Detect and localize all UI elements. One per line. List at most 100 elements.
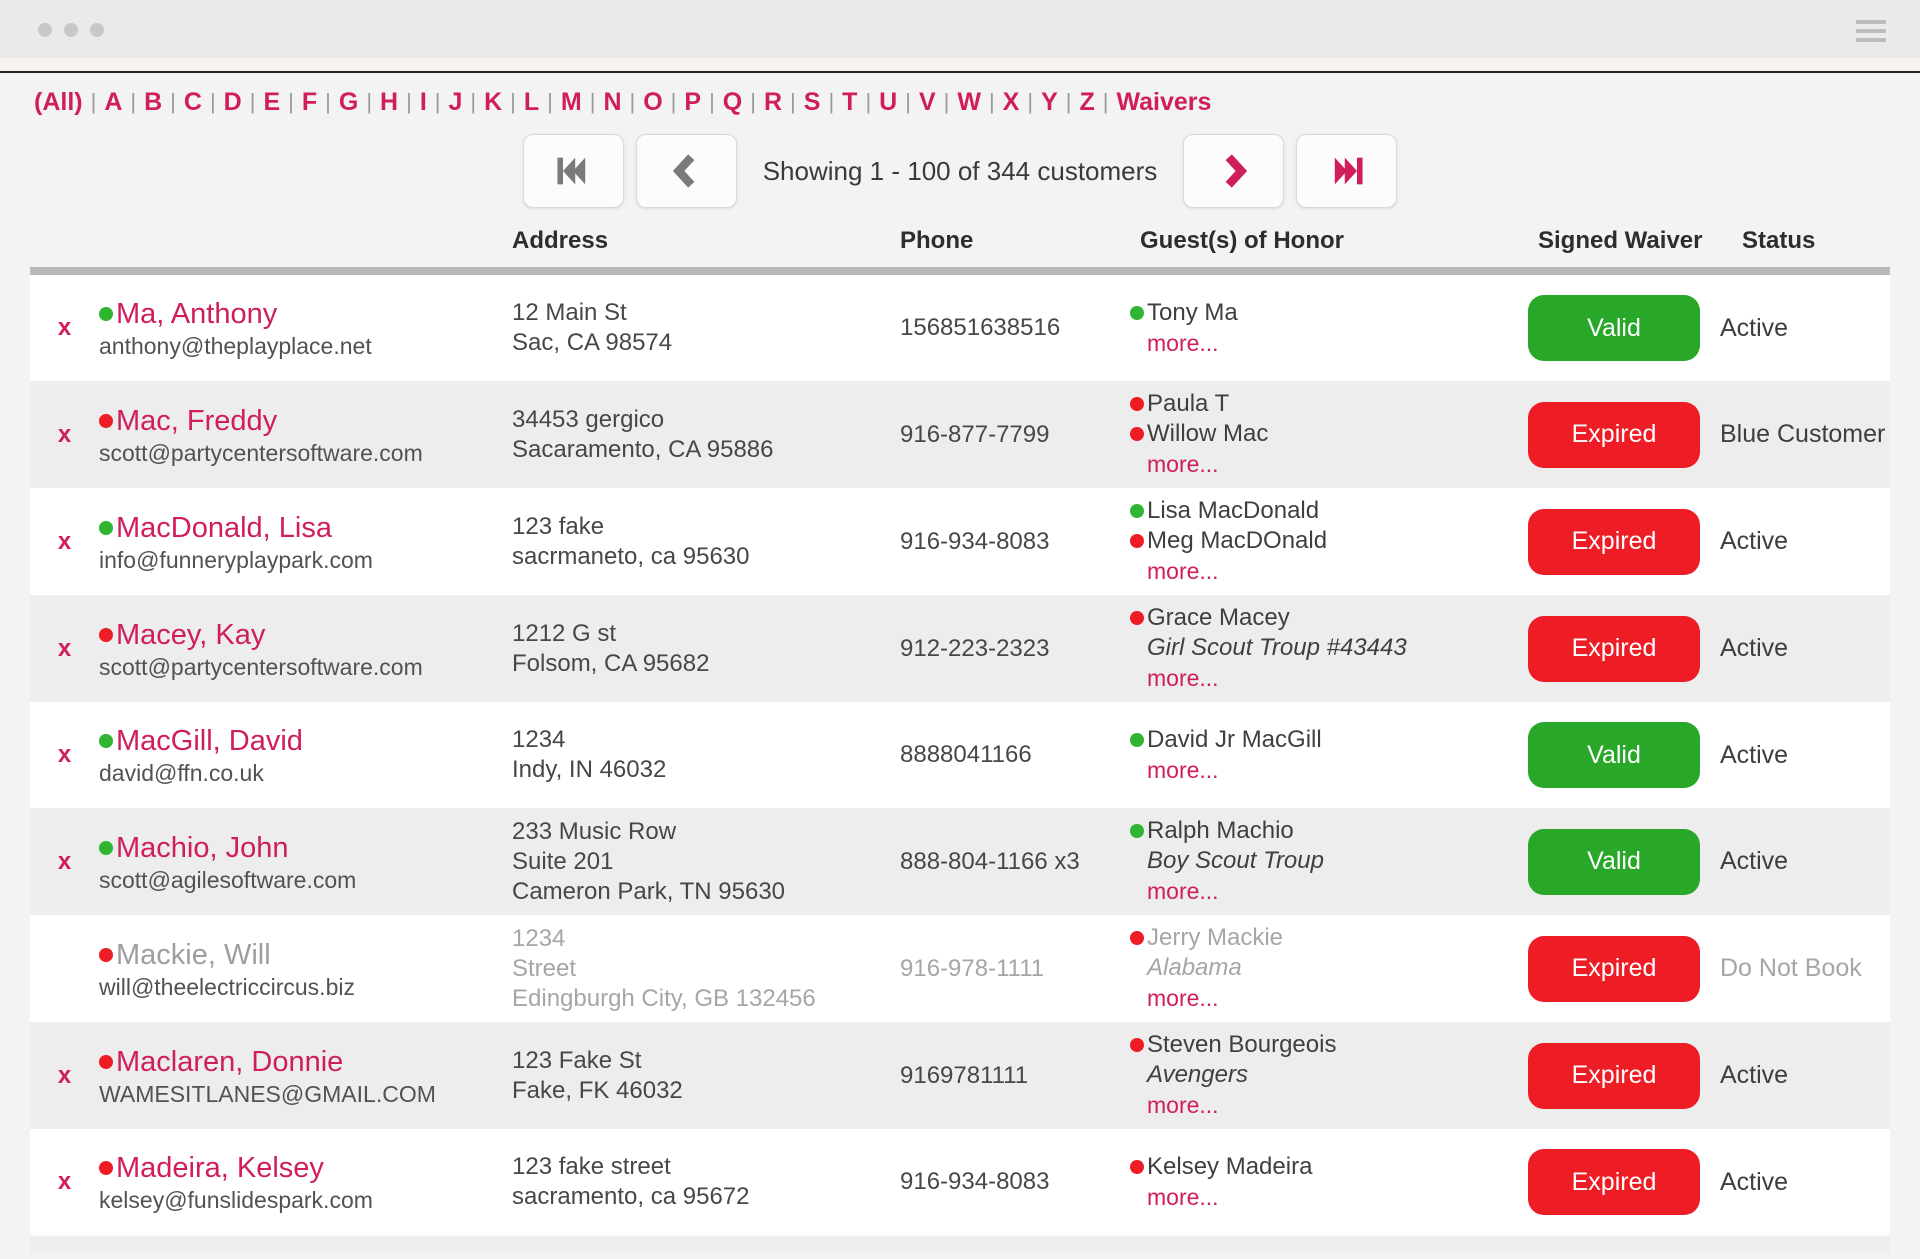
alphabet-filter-f[interactable]: F [301, 88, 318, 116]
waiver-status-button[interactable]: Valid [1528, 828, 1700, 895]
guests-more-link[interactable]: more... [1147, 665, 1219, 691]
waiver-status-button[interactable]: Valid [1528, 722, 1700, 788]
delete-cell: x [30, 741, 99, 769]
address-line: Suite 201 [512, 847, 614, 875]
alphabet-filter-h[interactable]: H [380, 88, 399, 116]
guests-more-link[interactable]: more... [1147, 756, 1219, 783]
customer-cell: Ma, Anthony anthony@theplayplace.net [99, 296, 512, 360]
customer-name-link[interactable]: MacDonald, Lisa [116, 511, 332, 544]
customer-name-link[interactable]: Ma, Anthony [116, 298, 278, 330]
customer-status-dot [99, 627, 113, 642]
alphabet-filter-x[interactable]: X [1002, 88, 1020, 116]
alphabet-filter-g[interactable]: G [338, 88, 359, 116]
window-dot-icon[interactable] [64, 23, 78, 37]
alphabet-filter-k[interactable]: K [484, 88, 503, 116]
alphabet-filter-p[interactable]: P [684, 88, 702, 116]
last-page-button[interactable] [1296, 134, 1398, 208]
alphabet-filter-w[interactable]: W [957, 88, 981, 116]
guest-name: Tony Ma [1147, 298, 1238, 326]
customer-name-link[interactable]: Macey, Kay [116, 618, 266, 651]
alphabet-filter-b[interactable]: B [144, 88, 163, 116]
delete-customer-button[interactable]: x [57, 741, 72, 768]
guests-more-link[interactable]: more... [1147, 451, 1219, 477]
alphabet-filter-e[interactable]: E [263, 88, 281, 116]
customer-row: Mackie, Will will@theelectriccircus.biz 12… [30, 915, 1890, 1022]
delete-customer-button[interactable]: x [57, 527, 72, 555]
customer-name-link[interactable]: Mac, Freddy [116, 404, 278, 437]
customer-name-link[interactable]: Madeira, Kelsey [116, 1152, 324, 1184]
alphabet-filter-waivers[interactable]: Waivers [1116, 88, 1212, 116]
hamburger-menu-icon[interactable] [1856, 20, 1886, 47]
guest-line: Lisa MacDonald [1130, 496, 1516, 526]
address-line: 233 Music Row [512, 817, 677, 845]
delete-customer-button[interactable]: x [57, 634, 72, 662]
alphabet-filter-all[interactable]: (All) [34, 88, 83, 116]
alphabet-filter-c[interactable]: C [183, 88, 202, 116]
customer-phone: 916-978-1111 [900, 954, 1045, 982]
waiver-status-button[interactable]: Expired [1528, 508, 1700, 575]
nav-separator: | [325, 89, 331, 114]
customer-status-dot [99, 947, 113, 962]
address-line: 1234 [512, 924, 566, 952]
guests-more-link[interactable]: more... [1147, 329, 1219, 356]
alphabet-filter-q[interactable]: Q [722, 88, 743, 116]
customer-name-line: Machio, John [99, 830, 512, 866]
waiver-cell: Valid [1516, 722, 1712, 788]
alphabet-filter-o[interactable]: O [643, 88, 663, 116]
skip-last-icon [1334, 157, 1363, 185]
alphabet-filter-l[interactable]: L [523, 88, 540, 116]
customer-name-link[interactable]: Machio, John [116, 831, 289, 864]
nav-separator: | [988, 89, 995, 114]
waiver-status-button[interactable]: Expired [1528, 615, 1700, 682]
titlebar-accent-strip [0, 58, 1920, 71]
alphabet-filter-j[interactable]: J [448, 88, 463, 116]
alphabet-filter-d[interactable]: D [223, 88, 242, 116]
customer-name-link[interactable]: Mackie, Will [116, 938, 271, 971]
delete-customer-button[interactable]: x [57, 314, 72, 341]
alphabet-filter-i[interactable]: I [419, 88, 427, 116]
first-page-button[interactable] [522, 134, 624, 208]
prev-page-button[interactable] [635, 134, 737, 208]
customer-cell: Maclaren, Donnie WAMESITLANES@GMAIL.COM [99, 1044, 512, 1108]
alphabet-filter-s[interactable]: S [803, 88, 821, 116]
guest-status-dot [1130, 931, 1144, 945]
waiver-status-button[interactable]: Expired [1528, 1149, 1700, 1215]
window-dot-icon[interactable] [90, 23, 104, 37]
waiver-status-button[interactable]: Expired [1528, 1042, 1700, 1109]
next-page-button[interactable] [1183, 134, 1285, 208]
alphabet-filter-m[interactable]: M [560, 88, 582, 116]
guests-of-honor: Steven Bourgeois Avengers more... [1130, 1030, 1516, 1121]
waiver-status-button[interactable]: Valid [1528, 295, 1700, 361]
customer-name-line: Mackie, Will [99, 937, 512, 973]
alphabet-filter-a[interactable]: A [104, 88, 123, 116]
window-dot-icon[interactable] [38, 23, 52, 37]
waiver-status-button[interactable]: Expired [1528, 935, 1700, 1002]
alphabet-filter-r[interactable]: R [763, 88, 783, 116]
waiver-status-button[interactable]: Expired [1528, 401, 1700, 468]
guests-more-link[interactable]: more... [1147, 1183, 1219, 1210]
alphabet-filter-z[interactable]: Z [1079, 88, 1095, 116]
nav-separator: | [670, 89, 677, 114]
customer-name-link[interactable]: MacGill, David [116, 725, 303, 757]
guest-name: Meg MacDOnald [1147, 527, 1328, 554]
alphabet-filter-u[interactable]: U [879, 88, 898, 116]
delete-customer-button[interactable]: x [57, 1168, 72, 1195]
customers-table: Address Phone Guest(s) of Honor Signed W… [30, 227, 1890, 1235]
delete-customer-button[interactable]: x [57, 1061, 72, 1089]
delete-customer-button[interactable]: x [57, 420, 72, 448]
address-line: Sacaramento, CA 95886 [512, 435, 774, 463]
alphabet-filter-n[interactable]: N [603, 88, 622, 116]
guests-more-link[interactable]: more... [1147, 878, 1219, 904]
alphabet-filter-t[interactable]: T [842, 88, 858, 116]
alphabet-filter-v[interactable]: V [918, 88, 936, 116]
guests-more-link[interactable]: more... [1147, 985, 1219, 1011]
guests-more-link[interactable]: more... [1147, 1092, 1219, 1118]
customer-name-line: Mac, Freddy [99, 403, 512, 439]
customer-name-link[interactable]: Maclaren, Donnie [116, 1045, 344, 1078]
guests-more-link[interactable]: more... [1147, 558, 1219, 584]
delete-customer-button[interactable]: x [57, 847, 72, 875]
nav-separator: | [209, 89, 216, 114]
alphabet-filter-y[interactable]: Y [1041, 88, 1058, 116]
customer-phone: 888-804-1166 x3 [900, 847, 1080, 875]
guest-group-name: Alabama [1147, 954, 1242, 981]
